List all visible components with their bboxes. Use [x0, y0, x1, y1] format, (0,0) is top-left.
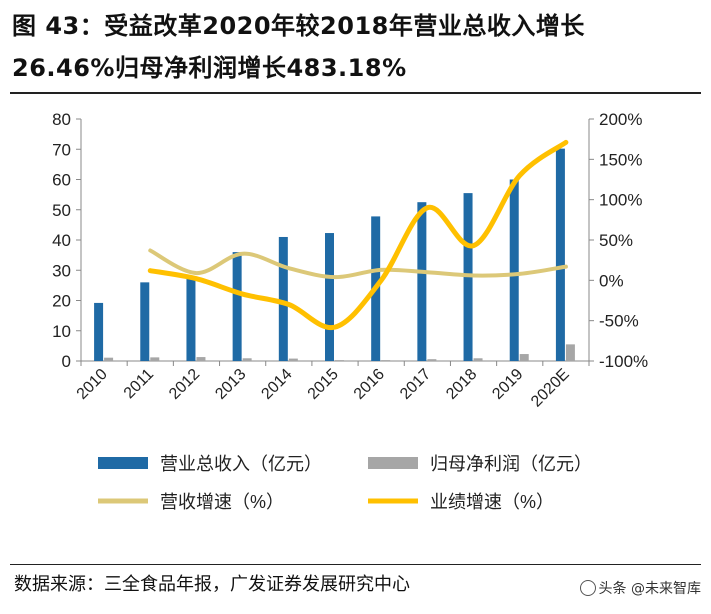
- x-axis-tick-label: 2014: [258, 366, 295, 403]
- net-profit-bar: [335, 360, 344, 361]
- x-axis-tick-label: 2013: [212, 366, 249, 403]
- legend-revenue-swatch: [98, 457, 148, 469]
- x-axis-tick-label: 2019: [489, 366, 526, 403]
- net-profit-bar: [196, 357, 206, 361]
- revenue-bar: [186, 276, 196, 361]
- left-axis-tick-label: 30: [52, 261, 71, 280]
- watermark-text: 头条 @未来智库: [598, 581, 701, 597]
- net-profit-bar: [150, 357, 160, 361]
- x-axis-tick-label: 2018: [443, 366, 480, 403]
- revenue-bar: [509, 179, 519, 361]
- left-axis-tick-label: 70: [52, 140, 71, 159]
- legend-label: 归母净利润（亿元）: [430, 454, 592, 474]
- net-profit-bar: [565, 344, 575, 361]
- revenue-bar: [555, 148, 565, 361]
- x-axis-tick-label: 2016: [351, 366, 388, 403]
- left-axis-tick-label: 0: [62, 352, 71, 371]
- data-source-note: 数据来源：三全食品年报，广发证券发展研究中心: [14, 574, 410, 595]
- bottom-rule: [10, 564, 701, 565]
- right-axis-tick-label: 200%: [599, 110, 642, 129]
- net-profit-bar: [381, 360, 391, 361]
- right-axis-tick-label: 0%: [599, 271, 624, 290]
- left-axis-tick-label: 60: [52, 171, 71, 190]
- left-axis-tick-label: 40: [52, 231, 71, 250]
- watermark: 头条 @未来智库: [579, 578, 701, 598]
- revenue-bar: [325, 233, 334, 361]
- legend-profit-swatch: [368, 457, 418, 469]
- net-profit-bar: [427, 359, 437, 361]
- left-axis-tick-label: 50: [52, 201, 71, 220]
- x-axis-tick-label: 2010: [74, 366, 111, 403]
- revenue-bar: [278, 236, 288, 361]
- legend-label: 营收增速（%）: [160, 492, 284, 512]
- revenue-bar: [94, 302, 104, 361]
- x-axis-tick-label: 2012: [166, 366, 203, 403]
- revenue-bar: [140, 282, 150, 361]
- right-axis-tick-label: 150%: [599, 150, 642, 169]
- net-profit-bar: [519, 354, 529, 361]
- net-profit-bar: [288, 358, 298, 361]
- right-axis-tick-label: -100%: [599, 352, 648, 371]
- revenue-bar: [417, 202, 427, 361]
- revenue-bar: [232, 252, 242, 361]
- net-profit-bar: [104, 357, 114, 361]
- left-axis-tick-label: 20: [52, 292, 71, 311]
- right-axis-tick-label: 50%: [599, 231, 633, 250]
- watermark-logo-icon: [579, 580, 596, 596]
- x-axis-tick-label: 2020E: [528, 366, 573, 411]
- net-profit-bar: [242, 358, 252, 361]
- revenue-profit-chart: 0 10 20 30 40 50 60 70 80 -100% -50% 0% 50% 100% 150% 2…: [52, 110, 648, 512]
- legend-label: 营业总收入（亿元）: [160, 454, 322, 474]
- x-axis-tick-label: 2017: [397, 366, 434, 403]
- profit-growth-line: [147, 139, 569, 331]
- figure-title-line2: 26.46%归母净利润增长483.18%: [12, 54, 407, 82]
- right-axis-tick-label: -50%: [599, 312, 639, 331]
- net-profit-bar: [473, 358, 483, 361]
- revenue-growth-line: [148, 248, 568, 280]
- left-axis-tick-label: 80: [52, 110, 71, 129]
- top-rule: [10, 92, 701, 94]
- legend-label: 业绩增速（%）: [430, 492, 554, 512]
- x-axis-tick-label: 2015: [305, 366, 342, 403]
- right-axis-tick-label: 100%: [599, 191, 642, 210]
- figure-title-line1: 图 43：受益改革2020年较2018年营业总收入增长: [12, 12, 585, 40]
- left-axis-tick-label: 10: [52, 322, 71, 341]
- x-axis-tick-label: 2011: [121, 366, 157, 402]
